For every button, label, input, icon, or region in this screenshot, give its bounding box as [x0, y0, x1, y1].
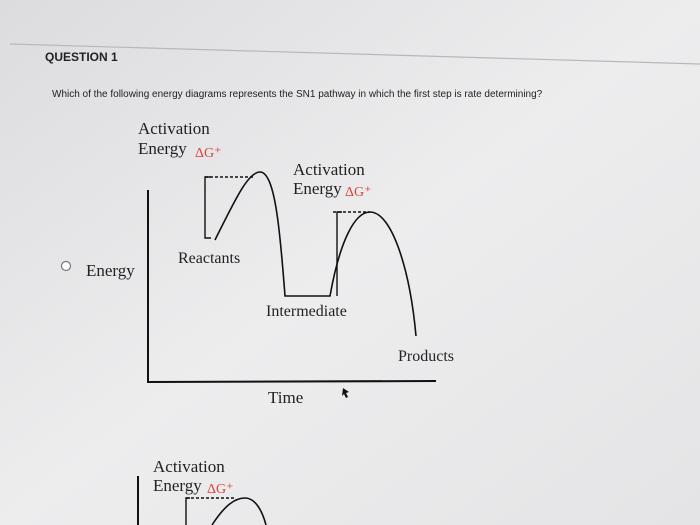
x-axis: [147, 380, 437, 383]
y-axis-label: Energy: [86, 261, 135, 280]
reactants-label: Reactants: [178, 250, 240, 267]
barrier-label: Activation: [138, 119, 210, 138]
products-label: Products: [398, 348, 454, 365]
barrier-label: Activation: [153, 457, 225, 476]
intermediate-label: Intermediate: [266, 303, 347, 320]
energy-curve: [214, 171, 417, 337]
header-rule: [9, 43, 700, 65]
cursor: [342, 388, 349, 398]
energy-curve: [211, 497, 267, 525]
barrier-bracket: [336, 211, 342, 296]
barrier-label: Energy: [138, 139, 187, 158]
barrier-bracket: [185, 497, 190, 525]
barrier-bracket: [204, 176, 211, 239]
barrier-label: Activation: [293, 160, 365, 179]
barrier-label: Energy: [153, 476, 202, 495]
radio-button[interactable]: [60, 260, 72, 272]
barrier-label: Energy: [293, 179, 342, 198]
x-axis-label: Time: [268, 388, 303, 407]
barrier-symbol: ΔG⁺: [207, 482, 234, 497]
question-text: Which of the following energy diagrams r…: [52, 89, 543, 100]
question-title: QUESTION 1: [45, 50, 118, 64]
barrier-symbol: ΔG⁺: [195, 146, 222, 161]
barrier-symbol: ΔG⁺: [345, 185, 372, 200]
